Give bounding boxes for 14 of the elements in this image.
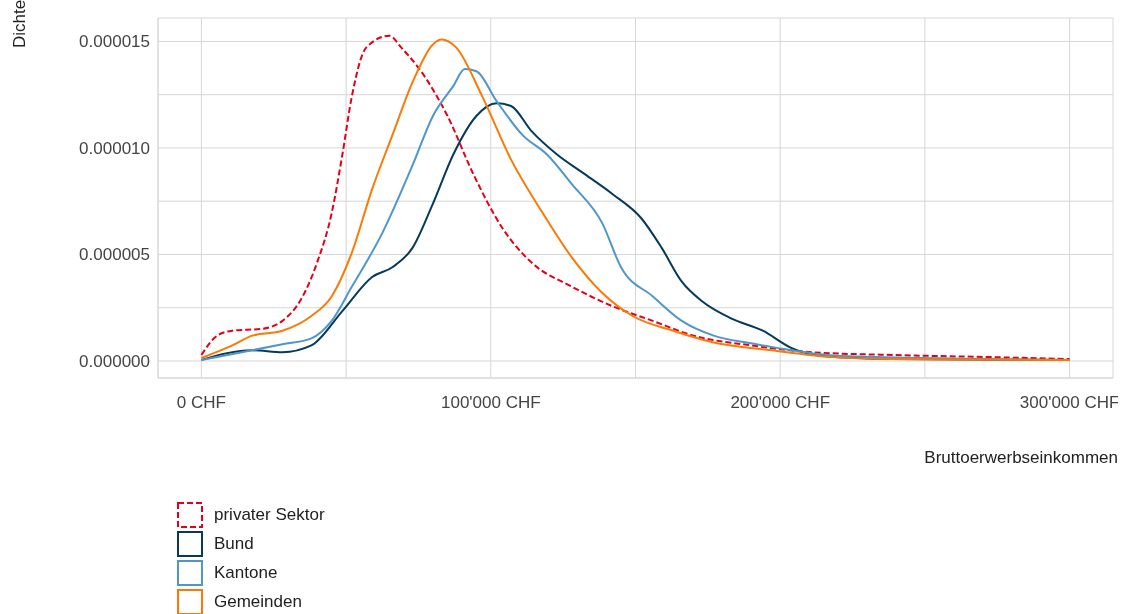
legend-label: Kantone [214,562,278,583]
y-tick-label: 0.000005 [79,245,150,265]
legend-label: Gemeinden [214,591,302,612]
x-axis-title: Bruttoerwerbseinkommen [924,448,1118,468]
legend-label: privater Sektor [214,504,325,525]
x-tick-label: 300'000 CHF [1019,393,1120,413]
y-tick-label: 0.000015 [79,32,150,52]
y-tick-label: 0.000000 [79,351,150,371]
y-axis-title: Dichte [10,0,30,48]
x-tick-label: 0 CHF [176,393,226,413]
y-tick-label: 0.000010 [79,138,150,158]
x-tick-label: 200'000 CHF [730,393,831,413]
x-tick-label: 100'000 CHF [440,393,541,413]
legend-label: Bund [214,533,254,554]
